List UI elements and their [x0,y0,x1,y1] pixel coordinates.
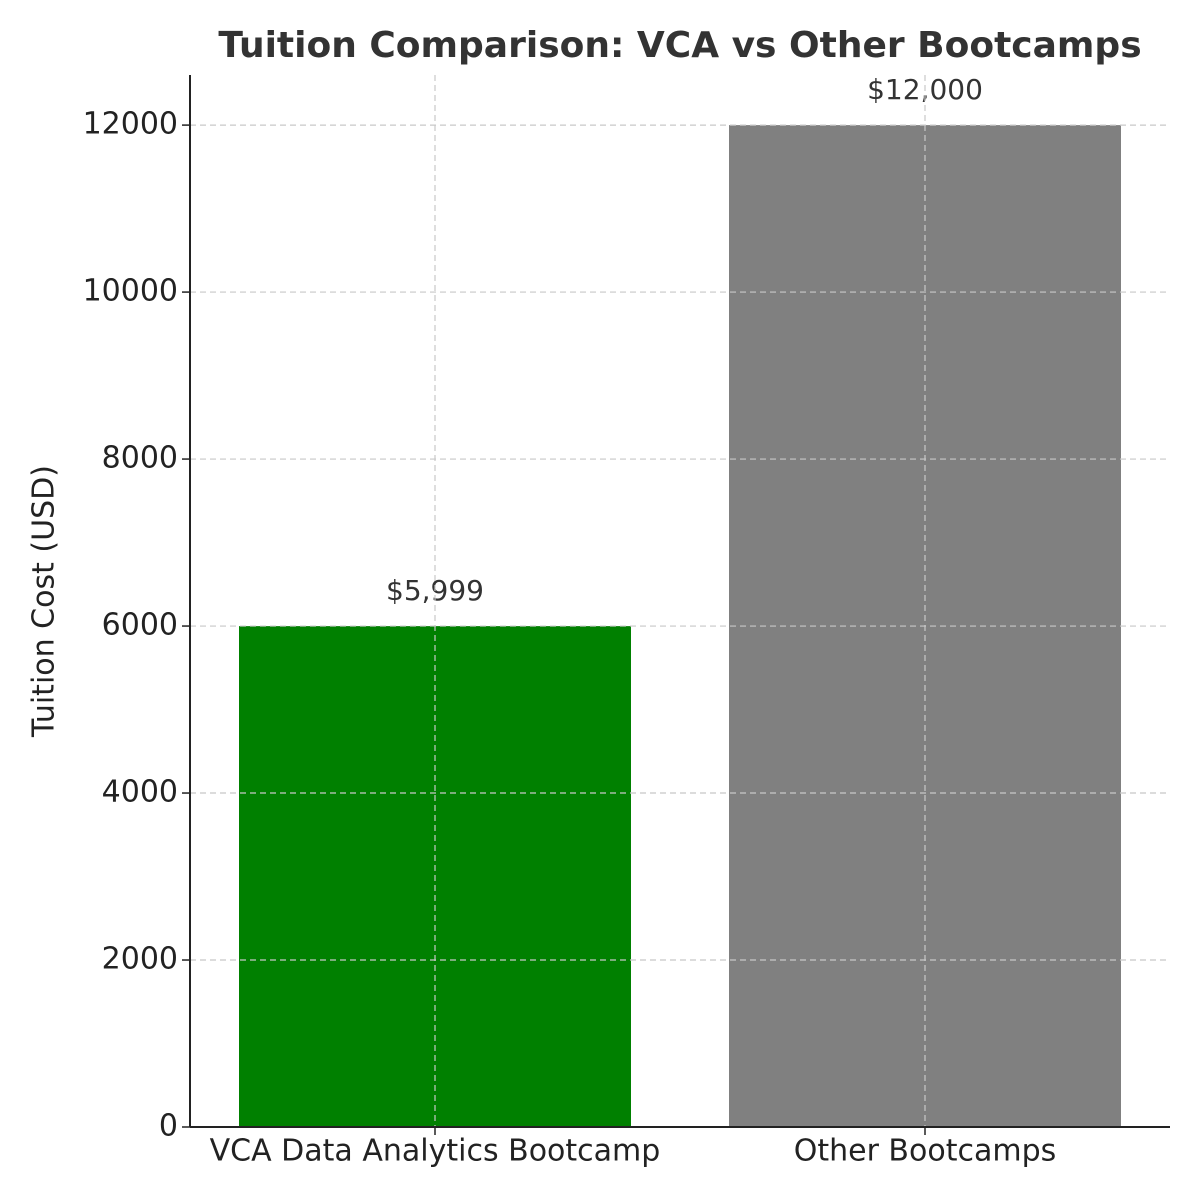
x-tick-label: VCA Data Analytics Bootcamp [210,1134,661,1169]
y-tick-label: 8000 [102,441,178,476]
y-tick-label: 4000 [102,775,178,810]
x-tick-label: Other Bootcamps [794,1134,1057,1169]
y-tick-label: 0 [159,1109,178,1144]
y-tick-label: 6000 [102,608,178,643]
y-tick-label: 10000 [83,274,178,309]
chart-title: Tuition Comparison: VCA vs Other Bootcam… [218,25,1141,66]
y-tick-label: 12000 [83,107,178,142]
y-axis-label: Tuition Cost (USD) [27,465,62,738]
y-tick-label: 2000 [102,942,178,977]
